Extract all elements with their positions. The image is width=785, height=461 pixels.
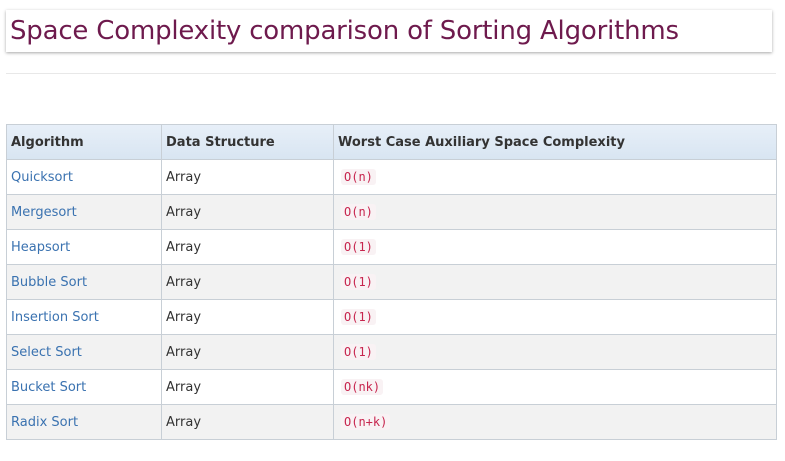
algorithm-cell: Bucket Sort — [6, 369, 162, 405]
complexity-value: O(1) — [341, 239, 376, 255]
table-row: Bucket Sort Array O(nk) — [6, 369, 777, 405]
complexity-cell: O(1) — [333, 299, 777, 335]
algorithm-link-heapsort[interactable]: Heapsort — [11, 239, 71, 255]
data-structure-cell: Array — [161, 229, 334, 265]
complexity-cell: O(nk) — [333, 369, 777, 405]
table-row: Bubble Sort Array O(1) — [6, 264, 777, 300]
header-space-complexity: Worst Case Auxiliary Space Complexity — [333, 124, 777, 160]
data-structure-cell: Array — [161, 369, 334, 405]
algorithm-cell: Heapsort — [6, 229, 162, 265]
algorithm-cell: Select Sort — [6, 334, 162, 370]
complexity-table: Algorithm Data Structure Worst Case Auxi… — [6, 124, 777, 440]
data-structure-cell: Array — [161, 194, 334, 230]
algorithm-link-bubble-sort[interactable]: Bubble Sort — [11, 274, 88, 290]
algorithm-cell: Radix Sort — [6, 404, 162, 440]
algorithm-cell: Quicksort — [6, 159, 162, 195]
data-structure-cell: Array — [161, 264, 334, 300]
data-structure-cell: Array — [161, 334, 334, 370]
table-row: Quicksort Array O(n) — [6, 159, 777, 195]
complexity-cell: O(n+k) — [333, 404, 777, 440]
table-row: Heapsort Array O(1) — [6, 229, 777, 265]
table-row: Mergesort Array O(n) — [6, 194, 777, 230]
algorithm-cell: Bubble Sort — [6, 264, 162, 300]
data-structure-cell: Array — [161, 299, 334, 335]
algorithm-link-select-sort[interactable]: Select Sort — [11, 344, 82, 360]
algorithm-cell: Insertion Sort — [6, 299, 162, 335]
data-structure-cell: Array — [161, 159, 334, 195]
complexity-cell: O(1) — [333, 334, 777, 370]
table-row: Select Sort Array O(1) — [6, 334, 777, 370]
header-data-structure: Data Structure — [161, 124, 334, 160]
algorithm-link-mergesort[interactable]: Mergesort — [11, 204, 77, 220]
page-title: Space Complexity comparison of Sorting A… — [10, 16, 679, 46]
complexity-value: O(1) — [341, 274, 376, 290]
header-algorithm: Algorithm — [6, 124, 162, 160]
table-row: Insertion Sort Array O(1) — [6, 299, 777, 335]
complexity-value: O(n) — [341, 169, 376, 185]
complexity-value: O(1) — [341, 344, 376, 360]
table-row: Radix Sort Array O(n+k) — [6, 404, 777, 440]
complexity-cell: O(1) — [333, 229, 777, 265]
complexity-cell: O(n) — [333, 159, 777, 195]
complexity-cell: O(n) — [333, 194, 777, 230]
complexity-value: O(n) — [341, 204, 376, 220]
divider — [6, 73, 776, 74]
algorithm-link-insertion-sort[interactable]: Insertion Sort — [11, 309, 99, 325]
algorithm-link-bucket-sort[interactable]: Bucket Sort — [11, 379, 87, 395]
complexity-cell: O(1) — [333, 264, 777, 300]
data-structure-cell: Array — [161, 404, 334, 440]
complexity-value: O(1) — [341, 309, 376, 325]
table-header-row: Algorithm Data Structure Worst Case Auxi… — [6, 124, 777, 160]
page-title-box: Space Complexity comparison of Sorting A… — [6, 10, 772, 52]
complexity-value: O(nk) — [341, 379, 384, 395]
algorithm-link-quicksort[interactable]: Quicksort — [11, 169, 73, 185]
algorithm-cell: Mergesort — [6, 194, 162, 230]
algorithm-link-radix-sort[interactable]: Radix Sort — [11, 414, 79, 430]
complexity-value: O(n+k) — [341, 414, 391, 430]
